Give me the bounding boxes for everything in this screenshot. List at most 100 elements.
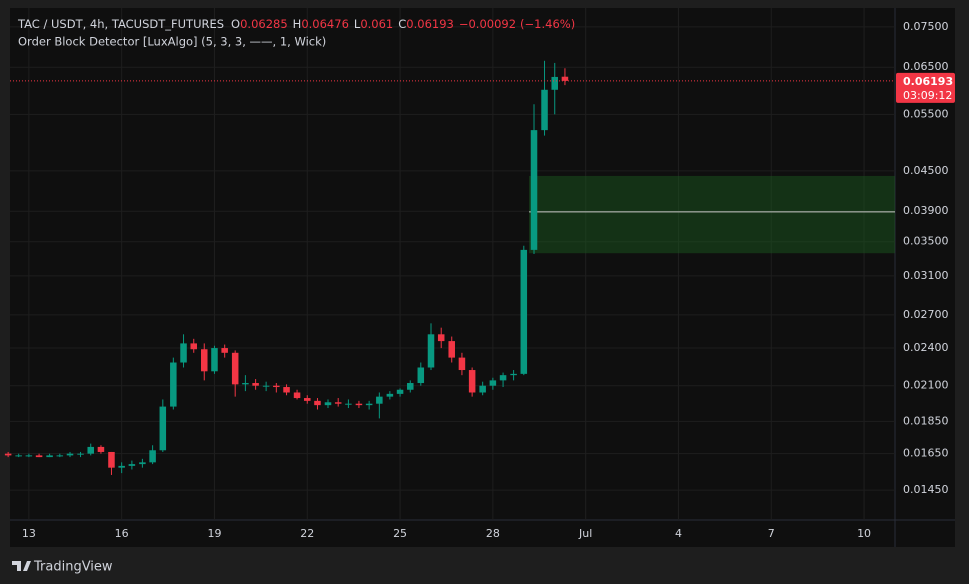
last-price-tag bbox=[896, 72, 955, 103]
candle-body bbox=[118, 465, 125, 468]
ohlc-label: L bbox=[354, 17, 361, 31]
candle-body bbox=[304, 398, 311, 401]
y-tick-label: 0.01850 bbox=[903, 414, 949, 427]
y-tick-label: 0.03100 bbox=[903, 269, 949, 282]
chart-background bbox=[10, 8, 955, 547]
candle-body bbox=[56, 455, 64, 457]
y-tick-label: 0.01450 bbox=[903, 483, 949, 496]
order-block bbox=[529, 175, 895, 254]
candle-body bbox=[479, 385, 486, 393]
x-tick-label: Jul bbox=[578, 527, 592, 540]
candle-body bbox=[149, 450, 156, 463]
candle-body bbox=[530, 130, 538, 250]
y-tick-label: 0.02400 bbox=[903, 341, 949, 354]
ohlc-label: C bbox=[398, 17, 406, 31]
ohlc-label: O bbox=[231, 17, 240, 31]
candle-body bbox=[489, 380, 497, 386]
ohlc-value: 0.061 bbox=[360, 17, 393, 31]
y-tick-label: 0.03900 bbox=[903, 204, 949, 217]
x-tick-label: 13 bbox=[22, 527, 36, 540]
candle-body bbox=[458, 357, 466, 371]
x-tick-label: 19 bbox=[207, 527, 221, 540]
x-tick-label: 4 bbox=[675, 527, 682, 540]
ohlc-value: 0.06285 bbox=[240, 17, 288, 31]
candle-body bbox=[159, 406, 167, 451]
last-price: 0.06193 bbox=[903, 75, 953, 88]
candle-body bbox=[170, 362, 177, 407]
candle-body bbox=[365, 403, 373, 406]
candle-body bbox=[334, 402, 342, 404]
y-tick-label: 0.02700 bbox=[903, 308, 949, 321]
countdown: 03:09:12 bbox=[903, 89, 952, 102]
y-tick-label: 0.03500 bbox=[903, 235, 949, 248]
candle-body bbox=[345, 403, 352, 405]
candle-body bbox=[437, 334, 445, 342]
candle-body bbox=[108, 451, 115, 468]
candle-body bbox=[252, 383, 259, 386]
candle-body bbox=[221, 348, 228, 353]
ohlc-value: 0.06193 bbox=[406, 17, 454, 31]
candle-body bbox=[231, 352, 239, 385]
candle-body bbox=[510, 373, 517, 376]
candle-body bbox=[180, 343, 187, 363]
x-tick-label: 7 bbox=[768, 527, 775, 540]
candle-body bbox=[407, 383, 414, 390]
candle-body bbox=[190, 343, 198, 350]
brand[interactable]: TradingView bbox=[33, 560, 113, 575]
candle-body bbox=[15, 455, 22, 457]
y-tick-label: 0.02100 bbox=[903, 379, 949, 392]
candle-body bbox=[324, 402, 332, 406]
legend-header: TAC / USDT, 4h, TACUSDT_FUTURES O0.06285 H… bbox=[17, 17, 575, 31]
candle-body bbox=[273, 385, 280, 388]
candle-body bbox=[314, 400, 321, 406]
candle-body bbox=[87, 446, 94, 454]
symbol-title: TAC / USDT, 4h, TACUSDT_FUTURES bbox=[17, 17, 224, 31]
change-pct: (−1.46%) bbox=[520, 17, 575, 31]
candle-body bbox=[262, 385, 270, 387]
x-tick-label: 10 bbox=[857, 527, 871, 540]
candle-body bbox=[139, 462, 146, 465]
candle-body bbox=[66, 453, 74, 456]
candle-body bbox=[77, 453, 84, 455]
candle-body bbox=[417, 367, 425, 384]
ohlc-label: H bbox=[293, 17, 302, 31]
candle-body bbox=[376, 396, 383, 404]
y-tick-label: 0.04500 bbox=[903, 164, 949, 177]
candle-body bbox=[561, 76, 569, 81]
candle-body bbox=[97, 446, 105, 452]
x-tick-label: 25 bbox=[393, 527, 407, 540]
candle-body bbox=[4, 453, 12, 456]
logo[interactable] bbox=[12, 561, 31, 571]
candle-body bbox=[35, 455, 43, 458]
ohlc-value: 0.06476 bbox=[301, 17, 349, 31]
candle-body bbox=[283, 387, 290, 393]
candle-body bbox=[386, 393, 394, 397]
footer: TradingView bbox=[12, 560, 113, 575]
x-tick-label: 16 bbox=[115, 527, 129, 540]
candle-body bbox=[448, 341, 455, 358]
candle-body bbox=[427, 334, 435, 368]
candle-body bbox=[541, 89, 548, 131]
candle-body bbox=[520, 249, 528, 374]
candle-body bbox=[128, 464, 136, 466]
candle-body bbox=[46, 455, 53, 458]
candle-body bbox=[201, 349, 208, 372]
candle-body bbox=[396, 389, 404, 394]
x-tick-label: 22 bbox=[300, 527, 314, 540]
y-tick-label: 0.05500 bbox=[903, 107, 949, 120]
candle-body bbox=[355, 403, 363, 406]
y-tick-label: 0.07500 bbox=[903, 20, 949, 33]
candle-body bbox=[211, 348, 218, 372]
candle-body bbox=[468, 370, 476, 393]
candle-body bbox=[499, 375, 507, 381]
candle-body bbox=[293, 392, 301, 399]
candle-body bbox=[551, 76, 558, 90]
candle-body bbox=[25, 455, 33, 457]
indicator-title: Order Block Detector [LuxAlgo] (5, 3, 3,… bbox=[18, 35, 326, 49]
y-tick-label: 0.06500 bbox=[903, 60, 949, 73]
candle-body bbox=[242, 383, 249, 385]
y-tick-label: 0.01650 bbox=[903, 447, 949, 460]
x-tick-label: 28 bbox=[486, 527, 500, 540]
